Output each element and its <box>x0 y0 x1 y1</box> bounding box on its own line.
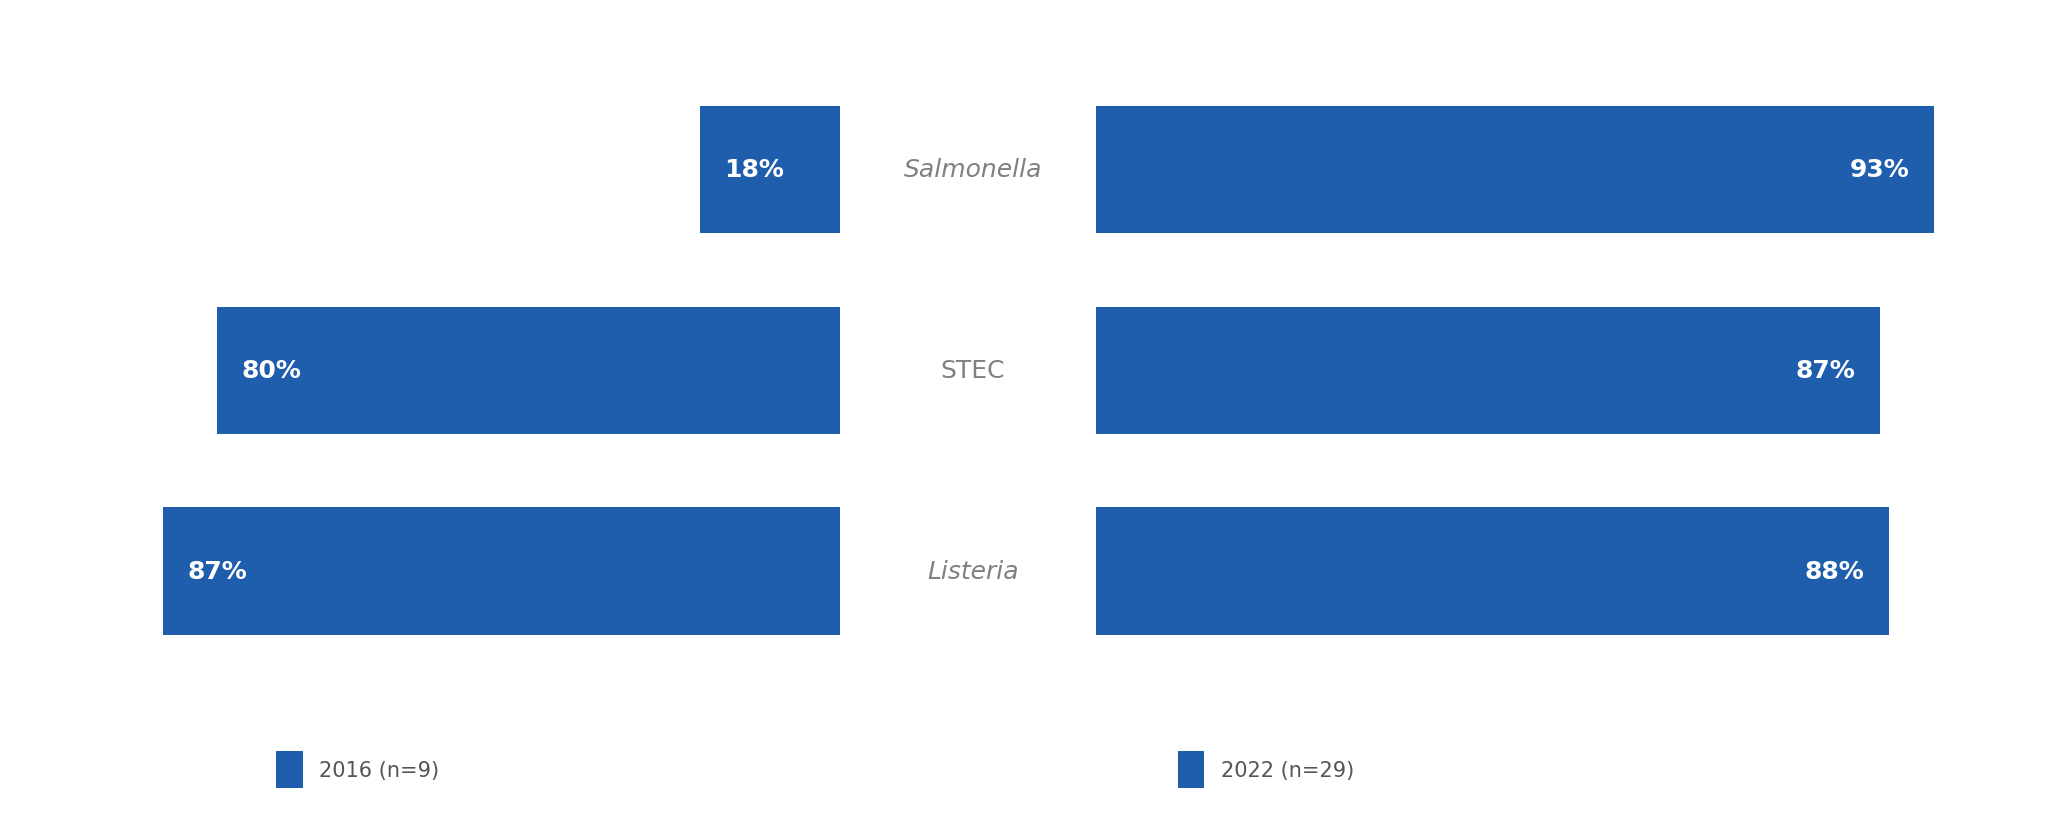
FancyBboxPatch shape <box>1096 508 1888 635</box>
FancyBboxPatch shape <box>162 508 840 635</box>
Text: 2022 (n=29): 2022 (n=29) <box>1221 760 1354 780</box>
FancyBboxPatch shape <box>700 106 840 233</box>
Text: STEC: STEC <box>940 359 1006 382</box>
FancyBboxPatch shape <box>276 752 303 788</box>
FancyBboxPatch shape <box>1178 752 1204 788</box>
FancyBboxPatch shape <box>217 307 840 434</box>
Text: 93%: 93% <box>1849 158 1909 182</box>
Text: Listeria: Listeria <box>928 559 1018 583</box>
Text: 2016 (n=9): 2016 (n=9) <box>319 760 440 780</box>
Text: 18%: 18% <box>725 158 784 182</box>
Text: 88%: 88% <box>1804 559 1864 583</box>
Text: 80%: 80% <box>242 359 301 382</box>
FancyBboxPatch shape <box>1096 106 1933 233</box>
FancyBboxPatch shape <box>1096 307 1880 434</box>
Text: 87%: 87% <box>1796 359 1855 382</box>
Text: Salmonella: Salmonella <box>903 158 1042 182</box>
Text: 87%: 87% <box>186 559 248 583</box>
